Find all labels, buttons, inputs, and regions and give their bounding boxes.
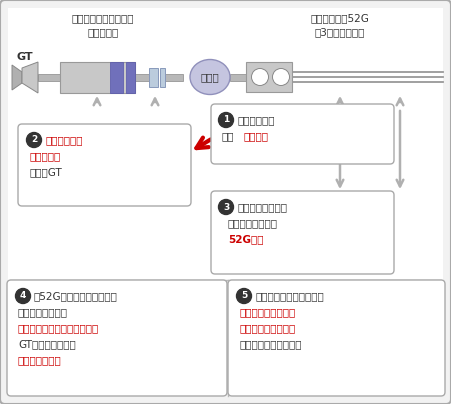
FancyBboxPatch shape bbox=[228, 280, 445, 396]
FancyBboxPatch shape bbox=[8, 8, 443, 280]
Polygon shape bbox=[12, 65, 22, 90]
Text: 4: 4 bbox=[20, 292, 26, 301]
Text: 并与商业电网同步，: 并与商业电网同步， bbox=[240, 323, 296, 333]
Text: 发电机过载事故，: 发电机过载事故， bbox=[228, 218, 278, 228]
Text: 扭矩限制器会自动重新啮合，: 扭矩限制器会自动重新啮合， bbox=[18, 323, 99, 333]
Bar bbox=[230, 74, 246, 81]
Circle shape bbox=[218, 200, 234, 215]
Circle shape bbox=[15, 288, 31, 303]
Bar bbox=[149, 68, 158, 87]
FancyBboxPatch shape bbox=[18, 124, 191, 206]
Text: 发电机: 发电机 bbox=[201, 72, 219, 82]
Polygon shape bbox=[22, 62, 38, 93]
Bar bbox=[38, 74, 60, 81]
Circle shape bbox=[27, 133, 41, 147]
Circle shape bbox=[218, 112, 234, 128]
Circle shape bbox=[272, 69, 290, 86]
Bar bbox=[135, 74, 149, 81]
Bar bbox=[165, 74, 183, 81]
Text: 3: 3 bbox=[223, 202, 229, 212]
Text: 5: 5 bbox=[241, 292, 247, 301]
Text: 扭矩过大: 扭矩过大 bbox=[244, 131, 269, 141]
FancyBboxPatch shape bbox=[211, 104, 394, 164]
Text: 系统回到原始连接状态: 系统回到原始连接状态 bbox=[240, 339, 303, 349]
Text: 2: 2 bbox=[31, 135, 37, 145]
Text: GT发电装置会转换: GT发电装置会转换 bbox=[18, 339, 76, 349]
Text: 当52G解列而中断系统时，: 当52G解列而中断系统时， bbox=[34, 291, 118, 301]
Text: 断路器会重新开启，: 断路器会重新开启， bbox=[240, 307, 296, 317]
Text: GT: GT bbox=[17, 52, 33, 62]
Circle shape bbox=[236, 288, 252, 303]
Text: 52G打开: 52G打开 bbox=[228, 234, 263, 244]
Text: 带整体式扭矩限制器的
齿轮减速机: 带整体式扭矩限制器的 齿轮减速机 bbox=[72, 13, 134, 37]
Text: 立即滑动，: 立即滑动， bbox=[30, 151, 61, 161]
Bar bbox=[246, 62, 292, 92]
Text: 检测到商业电力恢复后，: 检测到商业电力恢复后， bbox=[255, 291, 324, 301]
Bar bbox=[160, 68, 165, 87]
FancyBboxPatch shape bbox=[211, 191, 394, 274]
Text: 过大扭矩将减小，: 过大扭矩将减小， bbox=[18, 307, 68, 317]
Text: 到空载待机状态: 到空载待机状态 bbox=[18, 355, 62, 365]
Bar bbox=[110, 62, 123, 93]
Text: 发电机断路器52G
（3周期断路器）: 发电机断路器52G （3周期断路器） bbox=[311, 13, 369, 37]
Bar bbox=[126, 62, 135, 93]
Ellipse shape bbox=[190, 59, 230, 95]
Bar bbox=[60, 62, 135, 93]
Text: 扭矩限制器会: 扭矩限制器会 bbox=[46, 135, 83, 145]
Text: 以保护GT: 以保护GT bbox=[30, 167, 63, 177]
Text: 导致: 导致 bbox=[222, 131, 235, 141]
Text: 1: 1 bbox=[223, 116, 229, 124]
Circle shape bbox=[252, 69, 268, 86]
Text: 检测到商业停电或: 检测到商业停电或 bbox=[237, 202, 287, 212]
FancyBboxPatch shape bbox=[7, 280, 227, 396]
Text: 发生停电事故: 发生停电事故 bbox=[237, 115, 275, 125]
